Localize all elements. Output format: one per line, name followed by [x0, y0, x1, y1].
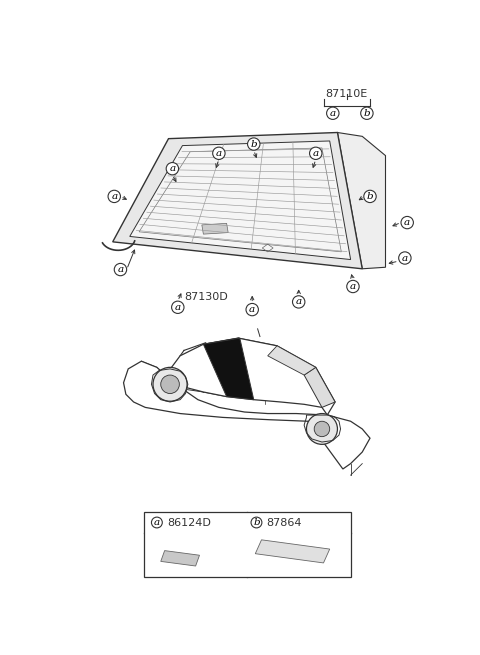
Text: a: a — [402, 253, 408, 263]
Circle shape — [114, 263, 127, 276]
Circle shape — [153, 367, 187, 402]
Circle shape — [292, 296, 305, 308]
Polygon shape — [130, 141, 350, 259]
Text: b: b — [253, 518, 260, 527]
Circle shape — [172, 301, 184, 314]
Circle shape — [314, 421, 330, 437]
Text: a: a — [111, 192, 117, 201]
Polygon shape — [337, 132, 385, 269]
Circle shape — [310, 147, 322, 159]
Polygon shape — [304, 367, 335, 407]
Polygon shape — [202, 223, 228, 234]
Circle shape — [364, 190, 376, 202]
Text: 87110E: 87110E — [325, 89, 368, 99]
Circle shape — [347, 280, 359, 293]
Circle shape — [166, 162, 179, 175]
Circle shape — [251, 517, 262, 528]
Text: a: a — [249, 305, 255, 314]
Text: a: a — [296, 297, 302, 307]
Text: a: a — [350, 282, 356, 291]
Text: a: a — [169, 164, 175, 173]
Text: a: a — [118, 265, 123, 274]
Text: b: b — [363, 109, 370, 118]
Circle shape — [326, 107, 339, 119]
Circle shape — [213, 147, 225, 159]
Circle shape — [246, 303, 258, 316]
Text: a: a — [175, 303, 181, 312]
Circle shape — [399, 252, 411, 264]
Circle shape — [108, 190, 120, 202]
Text: a: a — [154, 518, 160, 527]
Text: a: a — [216, 149, 222, 158]
Circle shape — [152, 517, 162, 528]
Circle shape — [248, 138, 260, 150]
Polygon shape — [161, 551, 200, 566]
Text: 87864: 87864 — [266, 517, 302, 527]
Circle shape — [306, 413, 337, 444]
Circle shape — [161, 375, 180, 394]
Text: 86124D: 86124D — [167, 517, 211, 527]
Text: b: b — [367, 192, 373, 201]
Polygon shape — [167, 338, 335, 421]
Text: b: b — [251, 140, 257, 149]
Polygon shape — [268, 346, 316, 375]
Polygon shape — [123, 361, 370, 469]
Polygon shape — [113, 132, 362, 269]
Text: a: a — [404, 218, 410, 227]
Text: a: a — [330, 109, 336, 118]
Polygon shape — [255, 540, 330, 563]
Circle shape — [401, 216, 413, 229]
Text: 87130D: 87130D — [184, 291, 228, 301]
Circle shape — [360, 107, 373, 119]
Polygon shape — [204, 338, 254, 400]
Bar — [144, 512, 350, 577]
Text: a: a — [312, 149, 319, 158]
